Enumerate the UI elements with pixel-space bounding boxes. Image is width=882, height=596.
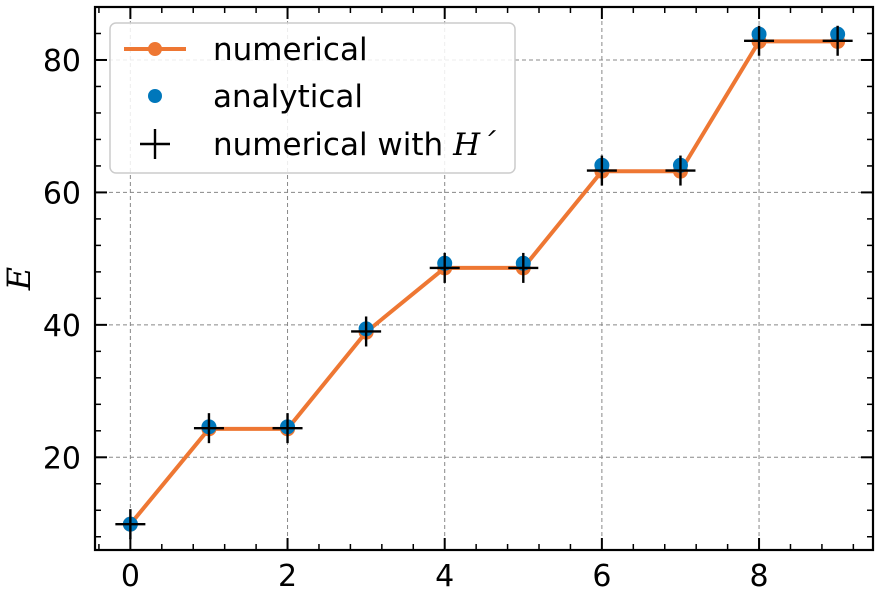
numerical-with-h-point [822, 25, 853, 56]
y-tick-label: 40 [43, 309, 81, 344]
numerical-with-h-point [429, 252, 460, 283]
tick-labels: 0 2 4 6 8 20 40 60 80 [43, 44, 769, 594]
numerical-with-h-point [115, 509, 146, 540]
x-tick-label: 2 [278, 559, 297, 594]
plot-area [115, 25, 853, 540]
numerical-with-h-point [665, 155, 696, 186]
x-tick-label: 6 [592, 559, 611, 594]
legend-label-prefix: numerical with [213, 127, 453, 163]
legend-label-analytical: analytical [213, 79, 363, 115]
axes-frame [93, 5, 875, 552]
legend-analytical-marker [148, 89, 162, 103]
numerical-with-h-point [193, 413, 224, 444]
numerical-with-h-point [508, 252, 539, 283]
numerical-with-h-point [586, 155, 617, 186]
legend-label-numerical-with-h: numerical with H´ [213, 127, 496, 163]
y-axis-label: E [0, 267, 38, 291]
x-tick-label: 4 [435, 559, 454, 594]
numerical-with-h-point [351, 316, 382, 347]
y-tick-label: 20 [43, 441, 81, 476]
series-numerical-line [128, 39, 838, 526]
y-tick-label: 60 [43, 176, 81, 211]
legend: numerical analytical numerical with H´ [109, 22, 516, 174]
y-tick-label: 80 [43, 44, 81, 79]
legend-numerical-marker [148, 42, 162, 56]
legend-box [109, 22, 516, 174]
numerical-with-h-point [272, 413, 303, 444]
x-tick-label: 0 [121, 559, 140, 594]
legend-label-math: H´ [452, 127, 496, 163]
legend-label-numerical: numerical [213, 32, 368, 68]
x-tick-label: 8 [750, 559, 769, 594]
numerical-with-h-point [744, 25, 775, 56]
